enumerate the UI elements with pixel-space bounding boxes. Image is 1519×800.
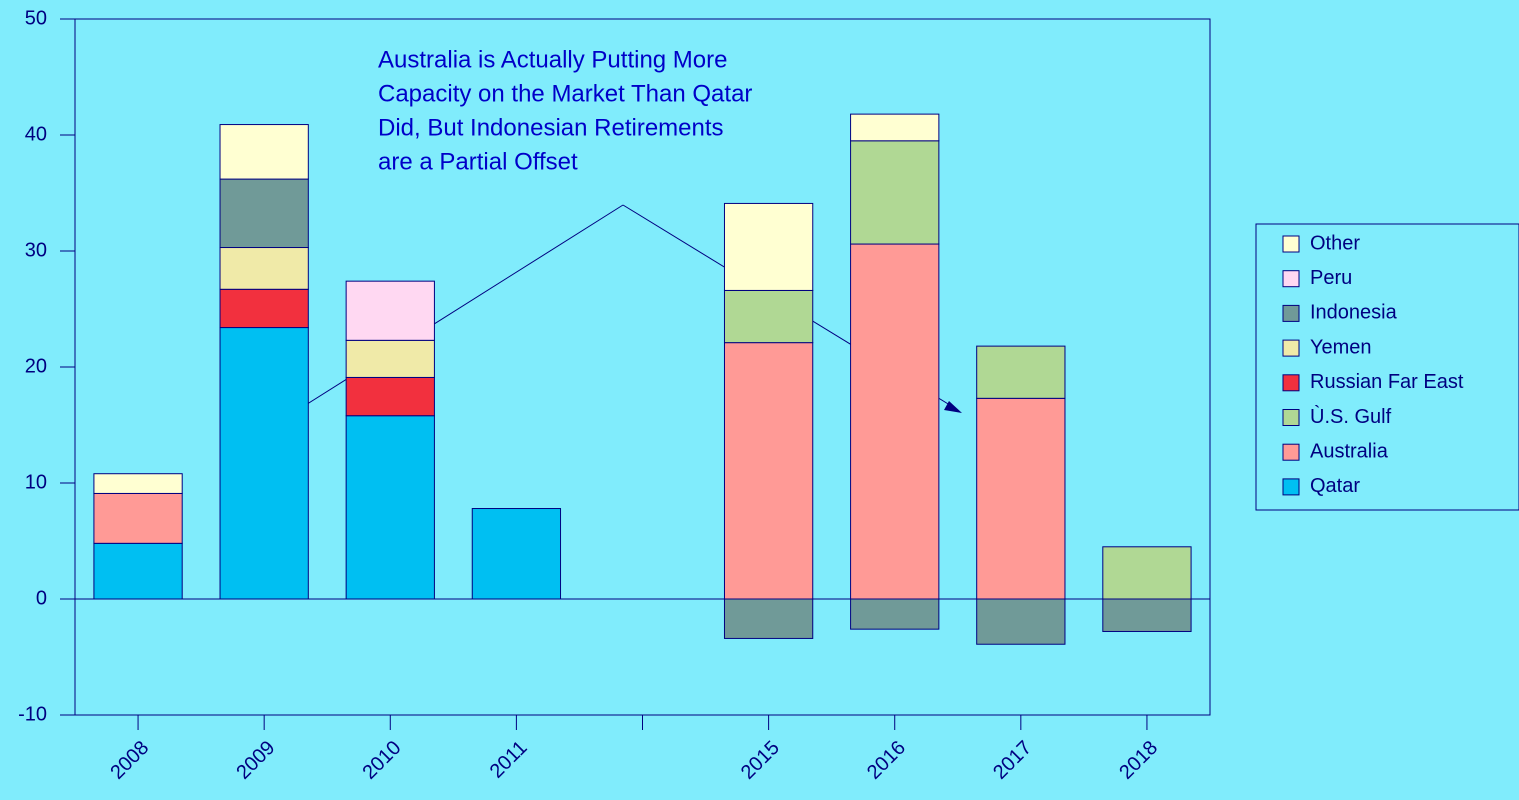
bar-segment [345, 280, 435, 341]
y-tick-label: 40 [25, 123, 47, 145]
y-tick-label: 0 [36, 587, 47, 609]
legend-label: Russian Far East [1310, 371, 1464, 393]
legend-label: Peru [1310, 267, 1352, 289]
bar-segment [219, 247, 309, 290]
x-tick-label: 2016 [863, 737, 910, 784]
bar-segment [93, 492, 183, 544]
legend-label: Yemen [1310, 336, 1372, 358]
bar-segment [219, 178, 309, 249]
x-tick-label: 2010 [359, 737, 406, 784]
y-tick-label: 10 [25, 471, 47, 493]
legend-swatch [1282, 443, 1300, 461]
bar-segment [219, 288, 309, 329]
bar-segment [850, 113, 940, 142]
legend-swatch [1282, 409, 1300, 426]
legend-label: Qatar [1310, 475, 1360, 497]
legend-label: Indonesia [1310, 302, 1398, 324]
y-tick-label: 50 [25, 7, 47, 29]
bar-segment [219, 327, 309, 600]
bar-segment [976, 397, 1066, 600]
legend-swatch [1282, 235, 1300, 253]
x-tick-label: 2018 [1115, 737, 1162, 784]
y-tick-label: 30 [25, 239, 47, 261]
x-tick-label: 2015 [737, 737, 784, 784]
bar-segment [850, 598, 940, 630]
bar-segment [345, 339, 435, 378]
bar-segment [93, 542, 183, 600]
legend-frame [1255, 223, 1519, 511]
bar-segment [345, 376, 435, 417]
legend-swatch [1282, 478, 1300, 496]
bar-segment [219, 124, 309, 180]
legend-swatch [1282, 374, 1300, 392]
bar-segment [723, 202, 814, 291]
y-tick-label: -10 [18, 703, 47, 725]
legend-swatch [1282, 270, 1300, 288]
legend-label: Australia [1310, 440, 1389, 462]
bar-segment [976, 345, 1066, 399]
legend-swatch [1282, 304, 1300, 322]
bar-segment [976, 598, 1066, 645]
bar-segment [850, 243, 940, 600]
bar-segment [93, 473, 183, 494]
bar-segment [1102, 598, 1192, 632]
legend-swatch [1282, 339, 1300, 357]
bar-segment [1102, 546, 1192, 600]
annotation: are a Partial Offset [378, 148, 578, 175]
y-tick-label: 20 [25, 355, 47, 377]
bar-segment [345, 415, 435, 600]
bar-segment [723, 598, 814, 639]
bar-segment [723, 342, 814, 600]
bar-segment [471, 508, 562, 600]
x-tick-label: 2017 [989, 737, 1036, 784]
bar-segment [850, 140, 940, 245]
legend-label: Other [1310, 232, 1360, 254]
annotation: Capacity on the Market Than Qatar [378, 80, 752, 107]
bar-segment [723, 289, 814, 344]
annotation: Did, But Indonesian Retirements [378, 114, 724, 141]
x-tick-label: 2011 [486, 737, 532, 783]
x-tick-label: 2008 [106, 737, 153, 784]
x-tick-label: 2009 [232, 737, 279, 784]
annotation: Australia is Actually Putting More [378, 46, 728, 73]
legend-label: Ù.S. Gulf [1310, 405, 1392, 428]
